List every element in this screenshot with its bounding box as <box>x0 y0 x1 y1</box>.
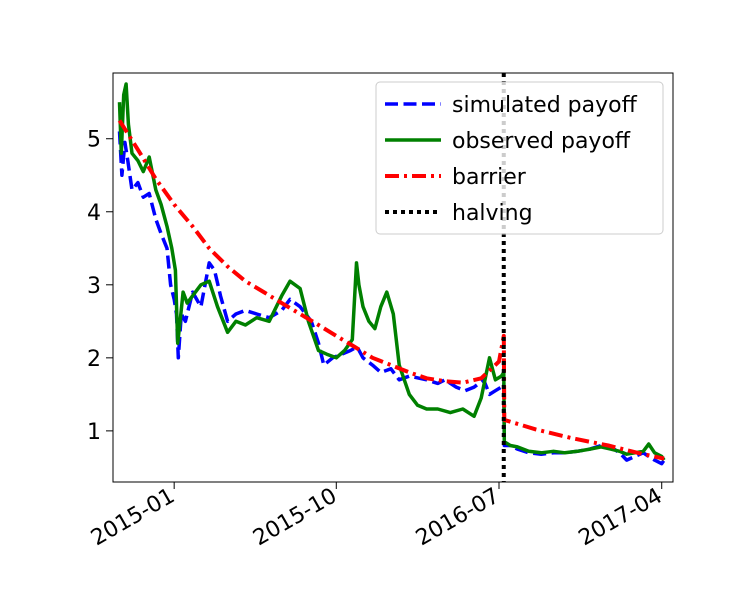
legend: simulated payoff observed payoff barrier… <box>375 81 664 235</box>
axes-frame <box>112 72 674 483</box>
legend-label-barrier: barrier <box>452 165 527 190</box>
series-barrier <box>117 119 665 461</box>
legend-label-simulated: simulated payoff <box>452 93 638 118</box>
series-observed-payoff <box>117 82 666 462</box>
series-layer <box>117 73 666 482</box>
series-simulated-payoff <box>117 131 666 466</box>
y-tick-label: 1 <box>87 420 101 445</box>
legend-label-observed: observed payoff <box>452 129 631 154</box>
legend-box <box>375 81 664 235</box>
y-tick-label: 4 <box>87 201 101 226</box>
legend-label-halving: halving <box>452 201 533 226</box>
y-tick-label: 3 <box>87 274 101 299</box>
y-tick-label: 5 <box>87 128 101 153</box>
y-axis: 1 2 3 4 5 <box>87 128 113 445</box>
y-tick-label: 2 <box>87 347 101 372</box>
